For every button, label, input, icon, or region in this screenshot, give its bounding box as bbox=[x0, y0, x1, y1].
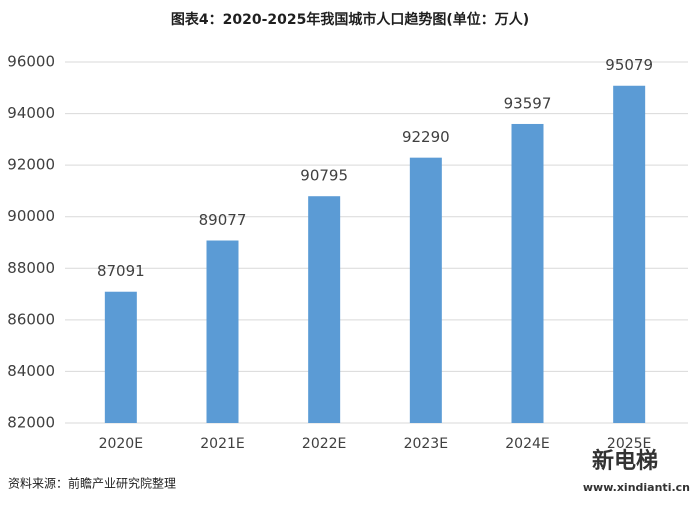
y-tick-label: 82000 bbox=[7, 414, 55, 432]
source-note: 资料来源：前瞻产业研究院整理 bbox=[8, 476, 176, 491]
watermark-url: www.xindianti.cn bbox=[583, 481, 690, 494]
value-label: 93597 bbox=[504, 94, 552, 112]
x-tick-label: 2023E bbox=[404, 436, 448, 452]
y-tick-label: 92000 bbox=[7, 156, 55, 174]
bar bbox=[206, 240, 239, 423]
bar bbox=[511, 123, 544, 423]
y-tick-label: 86000 bbox=[7, 310, 55, 328]
x-tick-label: 2024E bbox=[505, 436, 549, 452]
value-label: 90795 bbox=[300, 167, 348, 185]
value-label: 95079 bbox=[605, 56, 653, 74]
bar bbox=[104, 291, 137, 423]
bar bbox=[308, 196, 341, 423]
bar bbox=[613, 85, 646, 423]
y-tick-label: 94000 bbox=[7, 104, 55, 122]
x-tick-label: 2025E bbox=[607, 436, 651, 452]
bar bbox=[409, 157, 442, 424]
y-tick-label: 90000 bbox=[7, 207, 55, 225]
x-tick-label: 2021E bbox=[200, 436, 244, 452]
watermark: 新电梯 bbox=[592, 448, 658, 474]
x-tick-label: 2020E bbox=[99, 436, 143, 452]
value-label: 89077 bbox=[199, 211, 247, 229]
y-tick-label: 88000 bbox=[7, 259, 55, 277]
y-tick-label: 96000 bbox=[7, 53, 55, 71]
x-tick-label: 2022E bbox=[302, 436, 346, 452]
value-label: 87091 bbox=[97, 262, 145, 280]
chart-title: 图表4：2020-2025年我国城市人口趋势图(单位：万人) bbox=[171, 11, 529, 28]
value-label: 92290 bbox=[402, 128, 450, 146]
y-tick-label: 84000 bbox=[7, 362, 55, 380]
